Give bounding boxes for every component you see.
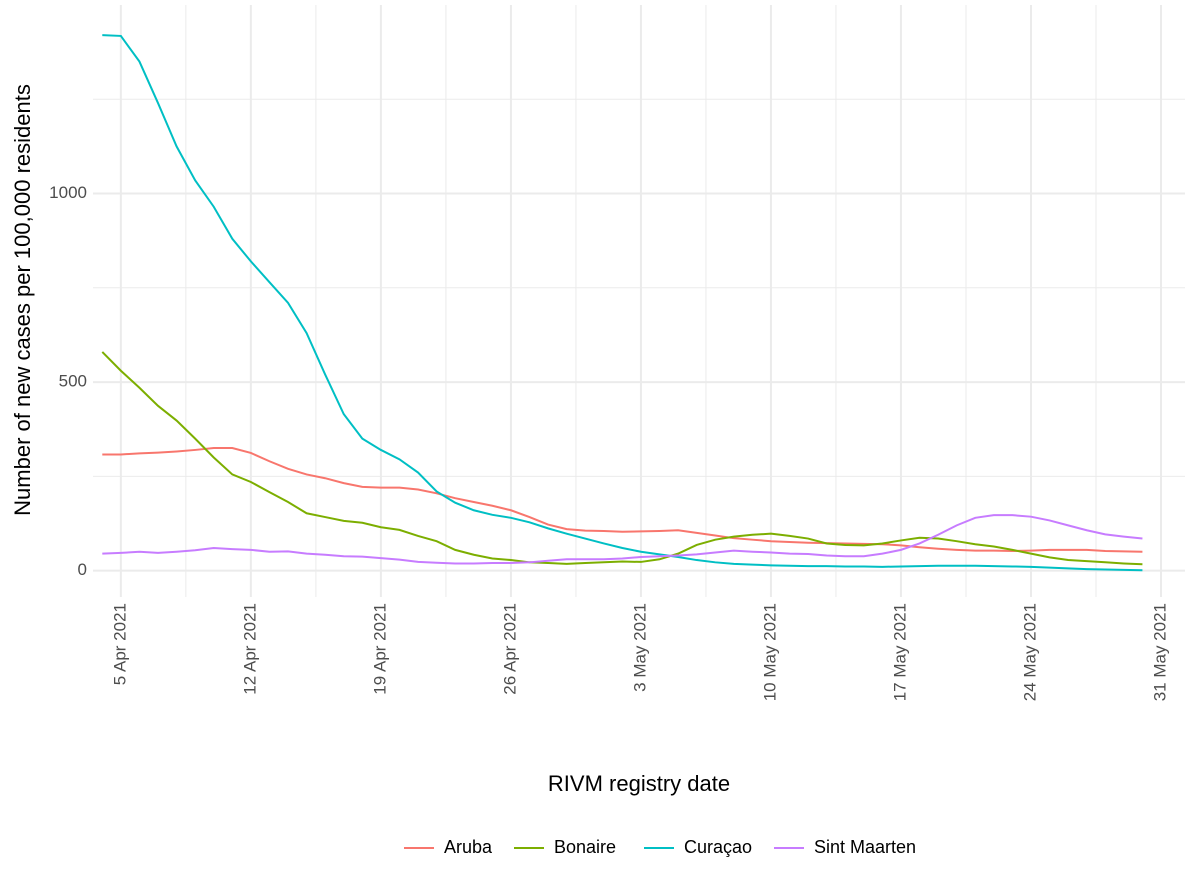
series-line xyxy=(102,34,1143,572)
series-line xyxy=(102,447,1143,553)
x-tick-label: 3 May 2021 xyxy=(630,603,649,692)
y-tick-label: 500 xyxy=(59,372,87,391)
x-tick-label: 31 May 2021 xyxy=(1150,603,1169,701)
legend-label: Sint Maarten xyxy=(814,837,916,857)
legend-label: Curaçao xyxy=(684,837,752,857)
x-tick-label: 24 May 2021 xyxy=(1020,603,1039,701)
x-tick-label: 19 Apr 2021 xyxy=(370,603,389,695)
x-tick-label: 5 Apr 2021 xyxy=(110,603,129,685)
series-line xyxy=(102,514,1143,565)
y-tick-label: 1000 xyxy=(49,183,87,202)
x-tick-label: 12 Apr 2021 xyxy=(240,603,259,695)
x-tick-label: 26 Apr 2021 xyxy=(500,603,519,695)
legend-label: Bonaire xyxy=(554,837,616,857)
x-tick-label: 10 May 2021 xyxy=(760,603,779,701)
y-axis-title: Number of new cases per 100,000 resident… xyxy=(10,84,35,516)
legend-label: Aruba xyxy=(444,837,493,857)
x-tick-label: 17 May 2021 xyxy=(890,603,909,701)
x-axis-title: RIVM registry date xyxy=(548,771,730,796)
series-line xyxy=(101,351,1143,566)
y-tick-label: 0 xyxy=(78,560,87,579)
